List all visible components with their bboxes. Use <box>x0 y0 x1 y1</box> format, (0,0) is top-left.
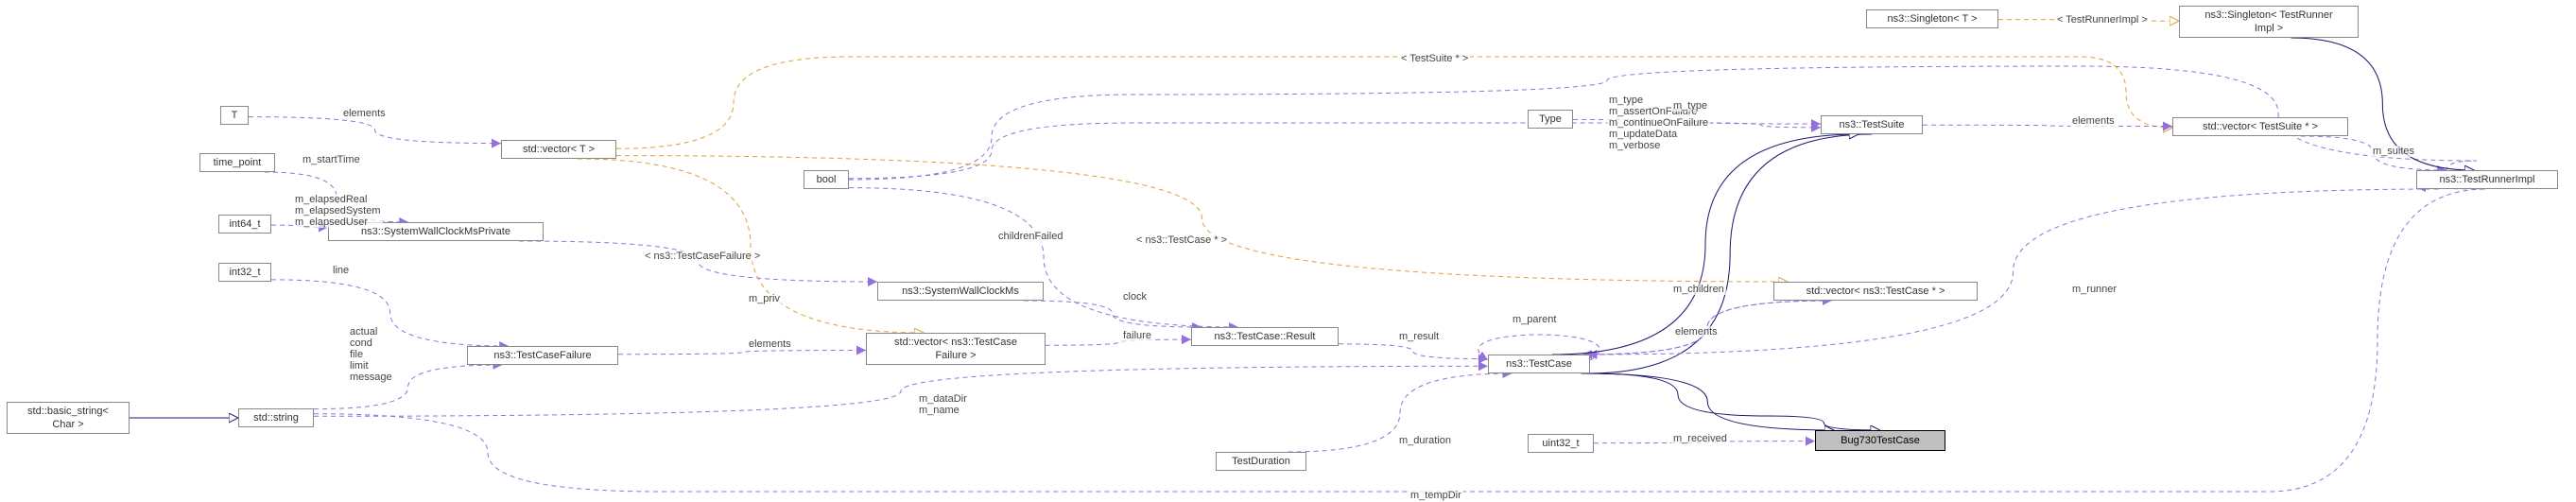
edge-testsuite-vectsuite <box>1923 125 2172 126</box>
edge-label-syswclk-tcresult: clock <box>1121 291 1149 303</box>
edge-label-t-vect_t: elements <box>341 108 388 119</box>
edge-label-vectsuite-runner: m_suites <box>2371 146 2416 157</box>
diagram-node-vect_t: std::vector< T > <box>501 140 616 159</box>
edge-label-syswclkp-syswclk: m_priv <box>747 293 782 304</box>
diagram-node-type: Type <box>1528 110 1573 129</box>
edge-label-uint32-bug730: m_received <box>1671 433 1729 444</box>
edge-label-vect_t-vectsuite: < TestSuite * > <box>1399 53 1470 64</box>
edge-label-int64-syswclkp: m_elapsedReal m_elapsedSystem m_elapsedU… <box>293 194 383 228</box>
diagram-node-runner: ns3::TestRunnerImpl <box>2416 170 2558 189</box>
diagram-node-tcfail: ns3::TestCaseFailure <box>467 346 618 365</box>
edge-tcfail-vectcfail <box>618 351 866 355</box>
edge-label-vect_t-vectcfail: < ns3::TestCaseFailure > <box>643 251 762 262</box>
edge-label-stdstr-testcase: m_dataDir m_name <box>917 393 969 416</box>
diagram-node-single_t: ns3::Singleton< T > <box>1866 9 1998 28</box>
diagram-node-vectsuite: std::vector< TestSuite * > <box>2172 117 2348 136</box>
edge-label-tcfail-vectcfail: elements <box>747 338 793 350</box>
edge-bool-tcresult <box>849 188 1238 327</box>
edge-label-runner-testcase: m_runner <box>2070 284 2118 295</box>
edge-testcase-bug730 <box>1582 373 1834 430</box>
edge-label-vect_t-vectcase: < ns3::TestCase * > <box>1134 234 1229 246</box>
edge-label-testcase-testcase: m_parent <box>1511 314 1558 325</box>
edge-label-tcresult-testcase: m_result <box>1397 331 1441 342</box>
diagram-node-testdur: TestDuration <box>1216 452 1306 471</box>
diagram-node-syswclk: ns3::SystemWallClockMs <box>877 282 1044 301</box>
edge-label-timept-syswclkp: m_startTime <box>301 154 362 165</box>
diagram-node-vectcase: std::vector< ns3::TestCase * > <box>1773 282 1978 301</box>
edge-label-single_t-single_r: < TestRunnerImpl > <box>2055 14 2150 26</box>
diagram-node-stdstr: std::string <box>238 408 314 427</box>
edge-label-stdstr-runner: m_tempDir <box>1409 490 1463 501</box>
diagram-node-int64: int64_t <box>218 215 271 234</box>
edge-tcresult-testcase <box>1339 344 1488 359</box>
edge-label-bool-tcresult: childrenFailed <box>996 231 1064 242</box>
edge-vect_t-vectcfail <box>578 159 924 333</box>
edge-label-int32-tcfail: line <box>331 265 351 276</box>
diagram-node-bug730: Bug730TestCase <box>1815 430 1945 451</box>
edge-label-testcase-vectcase: elements <box>1673 326 1720 338</box>
diagram-node-basicstr: std::basic_string< Char > <box>7 402 130 434</box>
diagram-node-single_r: ns3::Singleton< TestRunner Impl > <box>2179 6 2359 38</box>
edge-label-type-testsuite: m_type <box>1671 100 1709 112</box>
diagram-node-t: T <box>220 106 249 125</box>
edge-stdstr-testcase <box>314 366 1488 416</box>
diagram-node-tcresult: ns3::TestCase::Result <box>1191 327 1339 346</box>
edge-vect_t-vectsuite <box>616 57 2172 148</box>
edge-stdstr-tcfail <box>314 365 502 409</box>
edge-label-testsuite-vectsuite: elements <box>2070 115 2117 127</box>
edge-testcase-testsuite <box>1552 134 1859 355</box>
edge-t-vect_t <box>249 117 501 144</box>
edge-syswclk-tcresult <box>1024 301 1202 327</box>
diagram-node-timept: time_point <box>199 153 275 172</box>
diagram-node-testsuite: ns3::TestSuite <box>1821 115 1923 134</box>
edge-vect_t-vectcase <box>616 156 1788 282</box>
diagram-node-int32: int32_t <box>218 263 271 282</box>
diagram-node-uint32: uint32_t <box>1528 434 1594 453</box>
diagram-node-bool: bool <box>804 170 849 189</box>
edge-label-testdur-testcase: m_duration <box>1397 435 1453 446</box>
diagram-node-vectcfail: std::vector< ns3::TestCase Failure > <box>866 333 1046 365</box>
edge-label-vectcase-testcase: m_children <box>1671 284 1726 295</box>
edge-vectcfail-tcresult <box>1046 339 1191 345</box>
edge-label-stdstr-tcfail: actual cond file limit message <box>348 326 394 383</box>
diagram-node-testcase: ns3::TestCase <box>1488 355 1590 373</box>
edge-label-vectcfail-tcresult: failure <box>1121 330 1153 341</box>
